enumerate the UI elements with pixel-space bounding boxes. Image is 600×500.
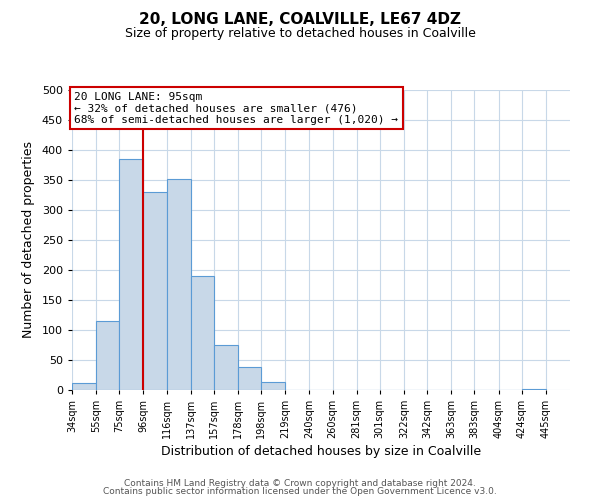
Bar [261, 382, 285, 390]
Bar [96, 321, 119, 390]
Bar [143, 192, 167, 390]
Bar [167, 179, 191, 390]
Bar [214, 345, 238, 390]
Text: Contains public sector information licensed under the Open Government Licence v3: Contains public sector information licen… [103, 487, 497, 496]
Bar [191, 276, 214, 390]
Text: 20 LONG LANE: 95sqm
← 32% of detached houses are smaller (476)
68% of semi-detac: 20 LONG LANE: 95sqm ← 32% of detached ho… [74, 92, 398, 125]
Text: Contains HM Land Registry data © Crown copyright and database right 2024.: Contains HM Land Registry data © Crown c… [124, 478, 476, 488]
Text: 20, LONG LANE, COALVILLE, LE67 4DZ: 20, LONG LANE, COALVILLE, LE67 4DZ [139, 12, 461, 28]
Bar [238, 367, 261, 390]
X-axis label: Distribution of detached houses by size in Coalville: Distribution of detached houses by size … [161, 446, 481, 458]
Bar [72, 384, 96, 390]
Bar [521, 389, 546, 390]
Bar [119, 159, 143, 390]
Text: Size of property relative to detached houses in Coalville: Size of property relative to detached ho… [125, 28, 475, 40]
Y-axis label: Number of detached properties: Number of detached properties [22, 142, 35, 338]
